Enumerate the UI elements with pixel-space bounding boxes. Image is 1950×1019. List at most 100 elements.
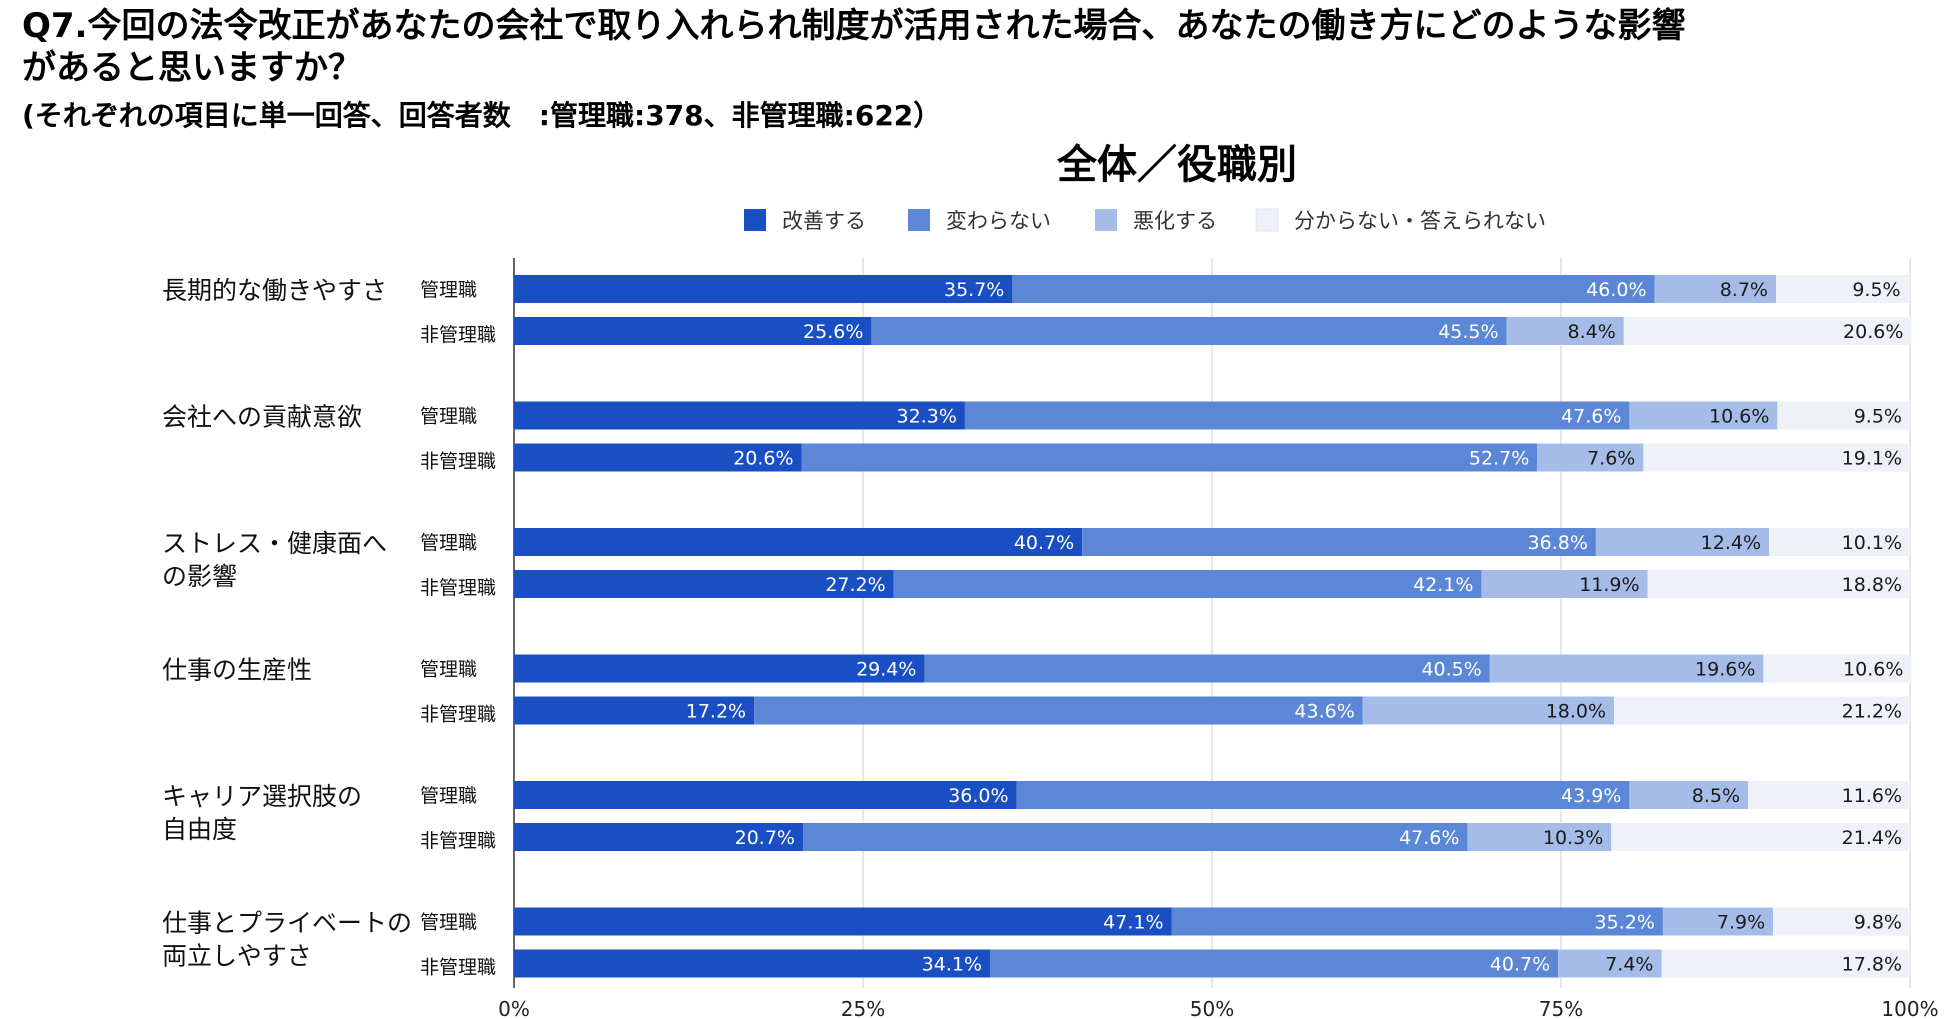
category-label: 会社への貢献意欲	[162, 403, 362, 432]
category-label: ストレス・健康面へ	[162, 529, 387, 558]
data-label: 21.4%	[1842, 827, 1902, 849]
chart-legend: 改善する 変わらない 悪化する 分からない・答えられない	[744, 208, 1546, 233]
data-label: 8.7%	[1720, 279, 1768, 301]
data-label: 25.6%	[803, 321, 863, 343]
bar-segment	[1769, 528, 1910, 556]
data-label: 47.1%	[1103, 912, 1163, 934]
data-label: 32.3%	[897, 406, 957, 428]
data-label: 43.6%	[1294, 701, 1354, 723]
legend-swatch-2	[908, 209, 930, 231]
bar-segment	[802, 823, 1468, 851]
group-label: 管理職	[420, 406, 477, 428]
bar-segment	[514, 781, 1017, 809]
bar-segment	[514, 528, 1083, 556]
legend-swatch-1	[744, 209, 766, 231]
group-label: 非管理職	[420, 577, 496, 599]
data-label: 20.7%	[735, 827, 795, 849]
bar-segment	[1775, 275, 1909, 303]
group-label: 管理職	[420, 785, 477, 807]
group-label: 非管理職	[420, 324, 496, 346]
category-label: の影響	[162, 562, 237, 591]
data-label: 12.4%	[1701, 532, 1761, 554]
group-label: 管理職	[420, 279, 477, 301]
question-respondents-note: (それぞれの項目に単一回答、回答者数 :管理職:378、非管理職:622）	[22, 99, 942, 132]
bar-segment	[1773, 907, 1910, 936]
bar-segment	[514, 654, 925, 683]
data-label: 19.6%	[1695, 659, 1755, 681]
bar-segment	[990, 949, 1559, 978]
x-tick-label: 100%	[1881, 997, 1938, 1019]
bar-segment	[514, 696, 755, 725]
data-label: 45.5%	[1438, 321, 1498, 343]
bar-segment	[871, 317, 1507, 345]
data-label: 40.5%	[1421, 659, 1481, 681]
bar-segment	[1623, 317, 1912, 345]
data-label: 35.2%	[1595, 912, 1655, 934]
group-label: 管理職	[420, 659, 477, 681]
bar-segment	[514, 401, 965, 430]
data-label: 11.6%	[1842, 785, 1902, 807]
data-label: 10.3%	[1543, 827, 1603, 849]
data-label: 18.0%	[1546, 701, 1606, 723]
bar-segment	[964, 401, 1630, 430]
bar-segment	[1481, 570, 1648, 598]
bar-segment	[1748, 781, 1910, 809]
group-label: 非管理職	[420, 830, 496, 852]
data-label: 9.5%	[1854, 406, 1902, 428]
x-tick-label: 25%	[841, 997, 885, 1019]
bar-segment	[1016, 781, 1630, 809]
data-label: 19.1%	[1842, 448, 1902, 470]
data-label: 29.4%	[856, 659, 916, 681]
data-label: 46.0%	[1586, 279, 1646, 301]
data-label: 40.7%	[1490, 954, 1550, 976]
data-label: 20.6%	[733, 448, 793, 470]
data-label: 10.6%	[1709, 406, 1769, 428]
chart-x-axis: 0% 25% 50% 75% 100%	[498, 997, 1938, 1019]
chart-gridlines	[513, 258, 1911, 988]
group-label: 管理職	[420, 532, 477, 554]
bar-segment	[514, 823, 803, 851]
bar-segment	[1763, 654, 1912, 683]
bar-segment	[1629, 781, 1749, 809]
data-label: 43.9%	[1561, 785, 1621, 807]
bar-segment	[1643, 443, 1910, 472]
data-label: 18.8%	[1842, 574, 1902, 596]
data-label: 10.6%	[1843, 659, 1903, 681]
bar-segment	[1595, 528, 1770, 556]
legend-swatch-4	[1255, 208, 1279, 232]
bar-segment	[1614, 696, 1910, 725]
category-label: キャリア選択肢の	[162, 782, 362, 811]
bar-segment	[1362, 696, 1615, 725]
group-label: 非管理職	[420, 704, 496, 726]
bar-segment	[801, 443, 1538, 472]
bar-segment	[1611, 823, 1910, 851]
chart-title: 全体／役職別	[1056, 142, 1297, 188]
bar-segment	[1647, 570, 1910, 598]
bar-segment	[1506, 317, 1624, 345]
category-label: 両立しやすさ	[162, 942, 312, 971]
data-label: 8.4%	[1568, 321, 1616, 343]
x-tick-label: 50%	[1190, 997, 1234, 1019]
data-label: 34.1%	[922, 954, 982, 976]
x-tick-label: 75%	[1539, 997, 1583, 1019]
data-label: 9.8%	[1854, 912, 1902, 934]
group-label: 非管理職	[420, 957, 496, 979]
data-label: 36.8%	[1528, 532, 1588, 554]
data-label: 27.2%	[825, 574, 885, 596]
category-label: 仕事とプライベートの	[162, 909, 412, 938]
data-label: 8.5%	[1692, 785, 1740, 807]
bar-segment	[1012, 275, 1655, 303]
legend-label-1: 改善する	[782, 209, 866, 233]
bar-segment	[1662, 907, 1774, 936]
bar-segment	[1777, 401, 1910, 430]
bar-segment	[1489, 654, 1764, 683]
data-label: 7.6%	[1587, 448, 1635, 470]
x-tick-label: 0%	[498, 997, 530, 1019]
bar-segment	[514, 949, 991, 978]
question-line-1: Q7.今回の法令改正があなたの会社で取り入れられ制度が活用された場合、あなたの働…	[22, 6, 1686, 46]
data-label: 11.9%	[1579, 574, 1639, 596]
data-label: 17.8%	[1842, 954, 1902, 976]
bar-segment	[514, 443, 802, 472]
data-label: 36.0%	[948, 785, 1008, 807]
